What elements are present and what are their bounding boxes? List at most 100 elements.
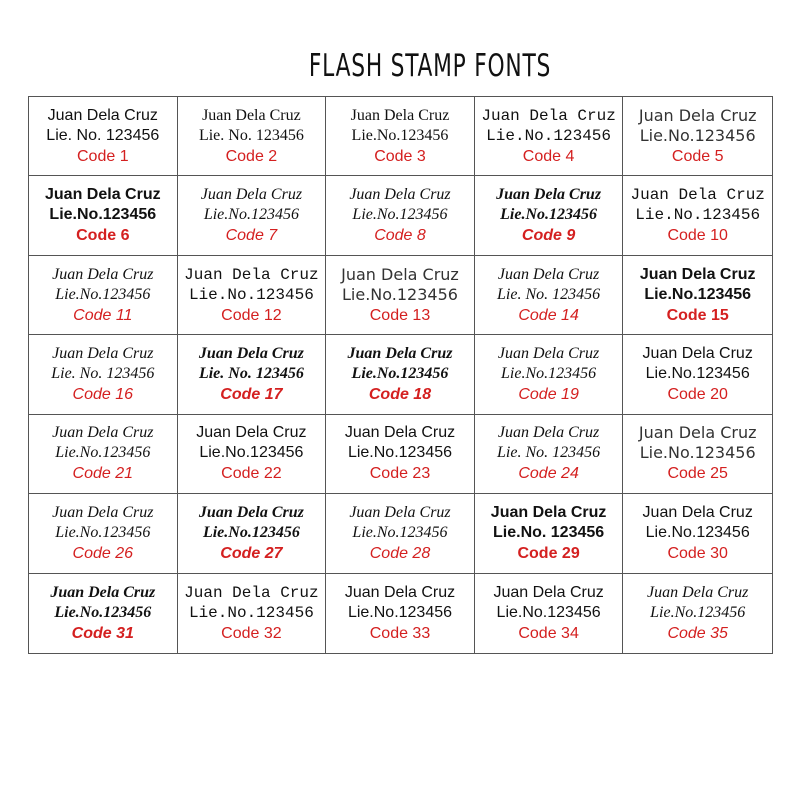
- font-sample-cell: Juan Dela Cruz Lie.No.123456 Code 7: [177, 176, 327, 256]
- font-code-label: Code 34: [518, 624, 579, 642]
- sample-name: Juan Dela Cruz: [344, 583, 456, 601]
- font-code-label: Code 4: [522, 147, 575, 165]
- sample-name: Juan Dela Cruz: [50, 583, 156, 601]
- font-sample-cell: Juan Dela Cruz Lie.No.123456 Code 15: [623, 256, 772, 336]
- font-sample-cell: Juan Dela Cruz Lie.No.123456 Code 28: [326, 494, 475, 574]
- font-code-label: Code 23: [369, 465, 431, 483]
- sample-license: Lie.No.123456: [645, 364, 750, 382]
- sample-license: Lie.No.123456: [639, 125, 756, 145]
- font-code-label: Code 20: [667, 385, 728, 403]
- sample-name: Juan Dela Cruz: [496, 186, 602, 204]
- font-code-label: Code 22: [221, 465, 282, 483]
- sample-license: Lie. No. 123456: [497, 444, 601, 462]
- font-code-label: Code 26: [72, 544, 134, 562]
- sample-name: Juan Dela Cruz: [184, 265, 319, 284]
- font-sample-cell: Juan Dela Cruz Lie.No.123456 Code 4: [474, 97, 624, 177]
- sample-name: Juan Dela Cruz: [350, 106, 450, 124]
- sample-name: Juan Dela Cruz: [52, 265, 154, 283]
- sample-name: Juan Dela Cruz: [349, 503, 451, 521]
- sample-license: Lie.No.123456: [342, 284, 458, 304]
- font-sample-cell: Juan Dela Cruz Lie.No.123456 Code 20: [623, 335, 772, 415]
- sample-license: Lie.No.123456: [54, 603, 152, 621]
- font-code-label: Code 18: [368, 385, 432, 403]
- font-sample-cell: Juan Dela Cruz Lie.No.123456 Code 31: [29, 573, 178, 653]
- font-sample-cell: Juan Dela Cruz Lie.No.123456 Code 6: [29, 176, 178, 256]
- sample-license: Lie.No.123456: [501, 364, 597, 382]
- sample-license: Lie.No.123456: [55, 523, 151, 541]
- font-sample-cell: Juan Dela Cruz Lie.No.123456 Code 21: [29, 414, 178, 495]
- sample-name: Juan Dela Cruz: [47, 106, 158, 124]
- sample-license: Lie.No.123456: [55, 285, 151, 303]
- font-sample-cell: Juan Dela Cruz Lie.No.123456 Code 3: [326, 97, 475, 177]
- sample-license: Lie.No.123456: [351, 364, 449, 382]
- sample-name: Juan Dela Cruz: [196, 424, 307, 442]
- sample-name: Juan Dela Cruz: [341, 264, 459, 284]
- font-sample-cell: Juan Dela Cruz Lie.No.123456 Code 5: [623, 97, 772, 177]
- sample-license: Lie.No.123456: [352, 206, 448, 224]
- font-sample-cell: Juan Dela Cruz Lie.No.123456 Code 34: [475, 573, 624, 653]
- sample-license: Lie.No.123456: [645, 523, 750, 541]
- font-sample-cell: Juan Dela Cruz Lie.No.123456 Code 26: [29, 494, 178, 574]
- sample-license: Lie.No.123456: [347, 603, 453, 621]
- font-sample-cell: Juan Dela Cruz Lie.No.123456 Code 19: [474, 335, 624, 415]
- font-sample-cell: Juan Dela Cruz Lie.No.123456 Code 33: [326, 573, 475, 653]
- sample-name: Juan Dela Cruz: [642, 344, 753, 362]
- sample-license: Lie.No. 123456: [493, 523, 605, 541]
- sample-license: Lie.No.123456: [203, 206, 299, 224]
- font-sample-cell: Juan Dela Cruz Lie. No. 123456 Code 1: [29, 97, 178, 177]
- sample-license: Lie.No.123456: [55, 444, 151, 462]
- sample-name: Juan Dela Cruz: [638, 423, 757, 443]
- sample-name: Juan Dela Cruz: [497, 344, 600, 362]
- sample-name: Juan Dela Cruz: [639, 265, 756, 283]
- font-code-label: Code 1: [77, 147, 129, 165]
- font-code-label: Code 35: [667, 624, 728, 642]
- font-code-label: Code 17: [220, 385, 283, 403]
- sample-license: Lie.No.123456: [650, 603, 746, 621]
- font-code-label: Code 9: [521, 227, 576, 245]
- font-code-label: Code 28: [369, 544, 431, 562]
- font-code-label: Code 19: [518, 385, 579, 403]
- sample-name: Juan Dela Cruz: [52, 424, 154, 442]
- sample-license: Lie.No.123456: [644, 285, 752, 303]
- sample-name: Juan Dela Cruz: [184, 583, 319, 602]
- sample-name: Juan Dela Cruz: [202, 106, 301, 124]
- sample-license: Lie.No.123456: [199, 444, 304, 462]
- sample-name: Juan Dela Cruz: [481, 106, 616, 125]
- font-code-label: Code 3: [374, 147, 426, 165]
- sample-license: Lie.No.123456: [202, 523, 300, 541]
- font-code-label: Code 33: [369, 624, 431, 642]
- font-code-label: Code 6: [76, 227, 130, 245]
- sample-name: Juan Dela Cruz: [52, 344, 154, 362]
- font-sample-cell: Juan Dela Cruz Lie.No.123456 Code 12: [177, 255, 327, 336]
- font-code-label: Code 30: [667, 544, 728, 562]
- sample-name: Juan Dela Cruz: [200, 186, 303, 204]
- sample-license: Lie.No.123456: [486, 126, 611, 145]
- sample-name: Juan Dela Cruz: [642, 503, 753, 521]
- sample-name: Juan Dela Cruz: [344, 424, 456, 442]
- sample-license: Lie.No.123456: [351, 126, 449, 144]
- font-sample-cell: Juan Dela Cruz Lie. No. 123456 Code 2: [177, 97, 327, 177]
- font-sample-cell: Juan Dela Cruz Lie.No.123456 Code 18: [326, 335, 475, 415]
- sample-name: Juan Dela Cruz: [490, 503, 607, 521]
- font-code-label: Code 29: [517, 544, 580, 562]
- sample-name: Juan Dela Cruz: [497, 265, 600, 283]
- sample-license: Lie.No.123456: [496, 603, 601, 621]
- font-sample-cell: Juan Dela Cruz Lie.No.123456 Code 9: [474, 176, 624, 256]
- sample-license: Lie.No.123456: [188, 603, 314, 622]
- sample-license: Lie.No.123456: [635, 206, 761, 225]
- font-sample-cell: Juan Dela Cruz Lie.No.123456 Code 22: [177, 414, 327, 495]
- font-sample-cell: Juan Dela Cruz Lie.No.123456 Code 35: [623, 574, 772, 653]
- sample-license: Lie.No.123456: [500, 206, 598, 224]
- sample-name: Juan Dela Cruz: [493, 583, 604, 601]
- font-sample-cell: Juan Dela Cruz Lie.No.123456 Code 30: [623, 494, 772, 574]
- font-sample-cell: Juan Dela Cruz Lie.No.123456 Code 11: [29, 255, 178, 336]
- sample-name: Juan Dela Cruz: [198, 344, 304, 362]
- font-sample-cell: Juan Dela Cruz Lie. No. 123456 Code 14: [474, 255, 624, 336]
- font-sample-cell: Juan Dela Cruz Lie.No.123456 Code 27: [177, 494, 327, 574]
- font-code-label: Code 10: [667, 227, 728, 245]
- sample-name: Juan Dela Cruz: [347, 344, 453, 362]
- font-code-label: Code 11: [73, 306, 133, 324]
- font-code-label: Code 12: [221, 306, 282, 324]
- sample-license: Lie. No. 123456: [198, 126, 304, 144]
- page-title: FLASH STAMP FONTS: [308, 48, 552, 84]
